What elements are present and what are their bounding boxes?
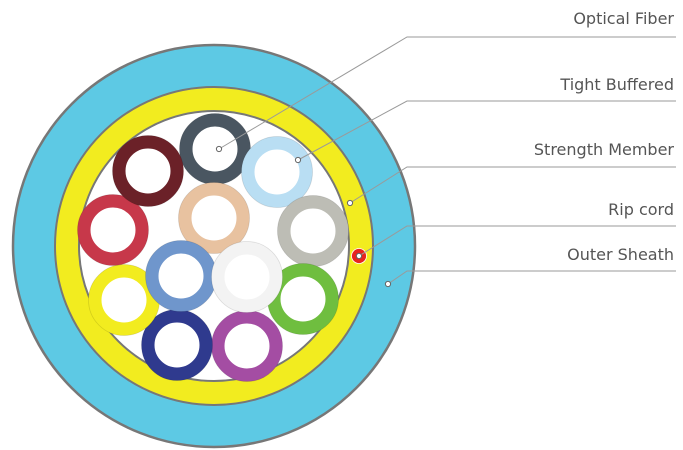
fiber-light-blue — [241, 136, 313, 208]
fiber-outline — [211, 241, 283, 313]
label-optical-fiber: Optical Fiber — [573, 9, 674, 28]
fiber-dark-gray — [179, 113, 251, 185]
label-tight-buffered: Tight Buffered — [559, 75, 674, 94]
fiber-outline — [112, 135, 184, 207]
fiber-outline — [241, 136, 313, 208]
label-strength-member: Strength Member — [534, 140, 675, 159]
leader-line-optical-fiber — [218, 36, 676, 150]
fiber-beige — [178, 182, 250, 254]
fiber-outline — [77, 194, 149, 266]
tight-buffered-fibers — [77, 113, 349, 382]
label-outer-sheath: Outer Sheath — [567, 245, 674, 264]
leader-lines — [218, 36, 676, 285]
leader-dots — [215, 145, 392, 288]
fiber-white — [211, 241, 283, 313]
leader-line-rip-cord — [358, 225, 676, 257]
leader-line-tight-buffered — [297, 100, 676, 161]
leader-dot-optical-fiber — [215, 145, 223, 153]
leader-dot-outer-sheath — [384, 280, 392, 288]
leader-line-strength-member — [349, 166, 676, 204]
leader-dot-strength-member — [346, 199, 354, 207]
leader-dot-tight-buffered — [294, 156, 302, 164]
fiber-gray — [277, 195, 349, 267]
fiber-navy — [141, 309, 213, 381]
leader-line-outer-sheath — [387, 270, 676, 285]
leader-dot-rip-cord — [355, 252, 363, 260]
fiber-maroon — [112, 135, 184, 207]
fiber-purple — [211, 310, 283, 382]
fiber-blue — [145, 240, 217, 312]
fiber-red — [77, 194, 149, 266]
fiber-outline — [178, 182, 250, 254]
fiber-yellow — [88, 264, 160, 336]
label-rip-cord: Rip cord — [608, 200, 674, 219]
